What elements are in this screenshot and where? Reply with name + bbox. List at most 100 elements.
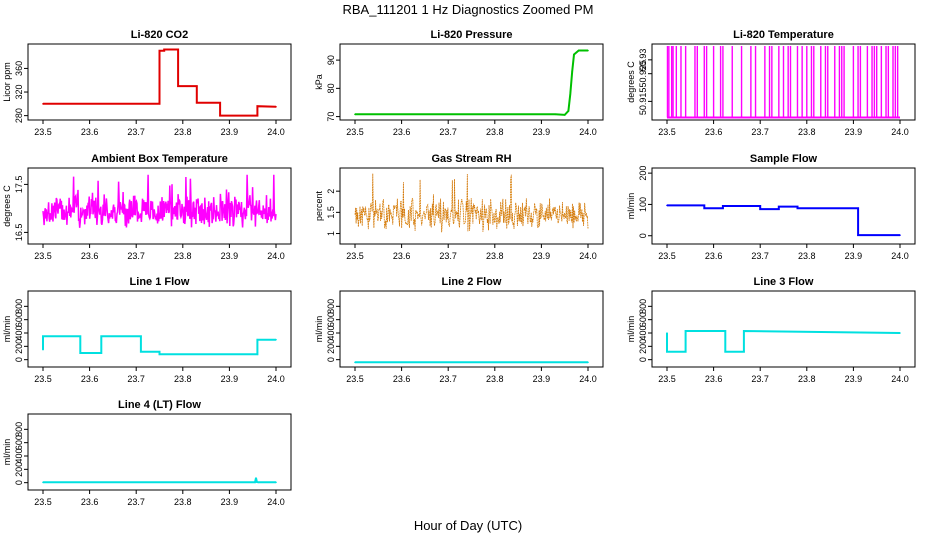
y-tick-label: 800 xyxy=(14,299,24,314)
data-point xyxy=(703,207,706,209)
x-tick-label: 23.7 xyxy=(127,251,145,261)
x-tick-label: 23.7 xyxy=(751,251,769,261)
plot-frame xyxy=(651,167,916,245)
data-point xyxy=(140,335,142,338)
x-tick-label: 23.9 xyxy=(533,127,551,137)
plot-frame xyxy=(651,43,916,121)
data-point xyxy=(163,49,165,52)
x-tick-label: 23.7 xyxy=(751,374,769,384)
plot-frame xyxy=(339,43,604,121)
y-axis-label: ml/min xyxy=(2,439,12,466)
series-shadow xyxy=(354,173,589,233)
series-line xyxy=(43,48,277,117)
y-tick-label: 600 xyxy=(14,435,24,450)
x-tick-label: 24.0 xyxy=(267,374,285,384)
x-tick-label: 23.8 xyxy=(486,251,504,261)
data-point xyxy=(256,481,258,483)
data-point xyxy=(354,361,356,364)
y-tick-label: 200 xyxy=(638,339,648,354)
panel-2: Li-820 Temperature 23.5 23.6 23.7 23.8 23.9 24… xyxy=(626,29,916,137)
x-tick-label: 23.6 xyxy=(81,251,99,261)
x-tick-label: 23.9 xyxy=(221,497,239,507)
x-tick-label: 23.9 xyxy=(533,374,551,384)
x-tick-label: 23.6 xyxy=(81,497,99,507)
data-point xyxy=(79,352,82,354)
data-layer xyxy=(354,173,589,233)
y-tick-label: 600 xyxy=(326,312,336,327)
x-tick-label: 23.5 xyxy=(34,127,52,137)
y-axis-label: ml/min xyxy=(626,316,636,343)
y-tick-label: 200 xyxy=(14,462,24,477)
x-tick-label: 23.7 xyxy=(439,374,457,384)
y-tick-label: 400 xyxy=(14,325,24,340)
data-point xyxy=(256,114,259,117)
y-tick-label: 70 xyxy=(326,112,336,122)
x-tick-label: 24.0 xyxy=(267,497,285,507)
data-layer xyxy=(354,49,589,116)
x-tick-label: 23.9 xyxy=(845,251,863,261)
plot-frame xyxy=(27,290,292,368)
series-line xyxy=(42,174,277,228)
panel-5: Sample Flow 23.5 23.6 23.7 23.8 23.9 24.0 0 100 2… xyxy=(626,153,916,261)
y-axis-label: ml/min xyxy=(2,316,12,343)
y-axis-label: ml/min xyxy=(626,193,636,220)
x-tick-label: 23.8 xyxy=(174,127,192,137)
data-point xyxy=(275,481,277,484)
data-point xyxy=(778,208,780,210)
panel-8: Line 3 Flow 23.5 23.6 23.7 23.8 23.9 24.0 0 2004… xyxy=(626,276,916,384)
panel-title: Ambient Box Temperature xyxy=(91,153,228,165)
x-tick-label: 23.5 xyxy=(346,251,364,261)
x-tick-label: 24.0 xyxy=(891,374,909,384)
data-point xyxy=(256,338,259,341)
y-tick-label: 0 xyxy=(638,233,648,238)
y-tick-label: 16.5 xyxy=(14,224,24,242)
x-axis-label: Hour of Day (UTC) xyxy=(413,518,523,533)
x-tick-label: 23.6 xyxy=(81,127,99,137)
x-tick-label: 24.0 xyxy=(267,127,285,137)
data-point xyxy=(100,352,103,354)
x-tick-label: 23.6 xyxy=(393,251,411,261)
plot-frame xyxy=(27,43,292,121)
plot-frame xyxy=(27,413,292,491)
x-tick-label: 23.5 xyxy=(34,251,52,261)
x-tick-label: 23.5 xyxy=(658,127,676,137)
x-tick-label: 23.7 xyxy=(751,127,769,137)
y-axis-label: kPa xyxy=(314,74,324,90)
panel-1: Li-820 Pressure 23.5 23.6 23.7 23.8 23.9 24.0 7… xyxy=(314,29,604,137)
y-tick-label: 200 xyxy=(638,166,648,181)
x-tick-label: 24.0 xyxy=(579,374,597,384)
x-tick-label: 23.9 xyxy=(221,251,239,261)
x-tick-label: 23.7 xyxy=(439,251,457,261)
y-tick-label: 600 xyxy=(638,312,648,327)
data-point xyxy=(219,114,221,117)
x-tick-label: 23.8 xyxy=(174,251,192,261)
plot-frame xyxy=(339,290,604,368)
x-tick-label: 24.0 xyxy=(891,251,909,261)
x-tick-label: 23.7 xyxy=(127,374,145,384)
x-tick-label: 23.7 xyxy=(127,497,145,507)
data-point xyxy=(256,353,259,356)
x-tick-label: 23.9 xyxy=(845,374,863,384)
data-point xyxy=(100,335,103,338)
data-point xyxy=(703,204,706,207)
data-point xyxy=(42,335,44,338)
data-point xyxy=(177,48,179,51)
data-layer xyxy=(42,48,277,117)
data-point xyxy=(587,361,589,364)
y-tick-label: 1 xyxy=(326,231,336,236)
series-line xyxy=(43,477,276,484)
data-layer xyxy=(354,361,589,364)
panel-title: Sample Flow xyxy=(750,153,818,165)
panel-0: Li-820 CO2 23.5 23.6 23.7 23.8 23.9 24.0 280 320… xyxy=(2,29,292,137)
y-tick-label: 0 xyxy=(14,480,24,485)
data-point xyxy=(666,350,668,353)
panel-title: Line 1 Flow xyxy=(130,276,190,288)
data-point xyxy=(569,93,572,95)
y-tick-label: 320 xyxy=(14,85,24,100)
panel-title: Li-820 Pressure xyxy=(431,29,513,41)
y-tick-label: 360 xyxy=(14,61,24,76)
y-tick-label: 800 xyxy=(638,299,648,314)
data-point xyxy=(684,350,687,353)
panel-title: Line 2 Flow xyxy=(442,276,502,288)
